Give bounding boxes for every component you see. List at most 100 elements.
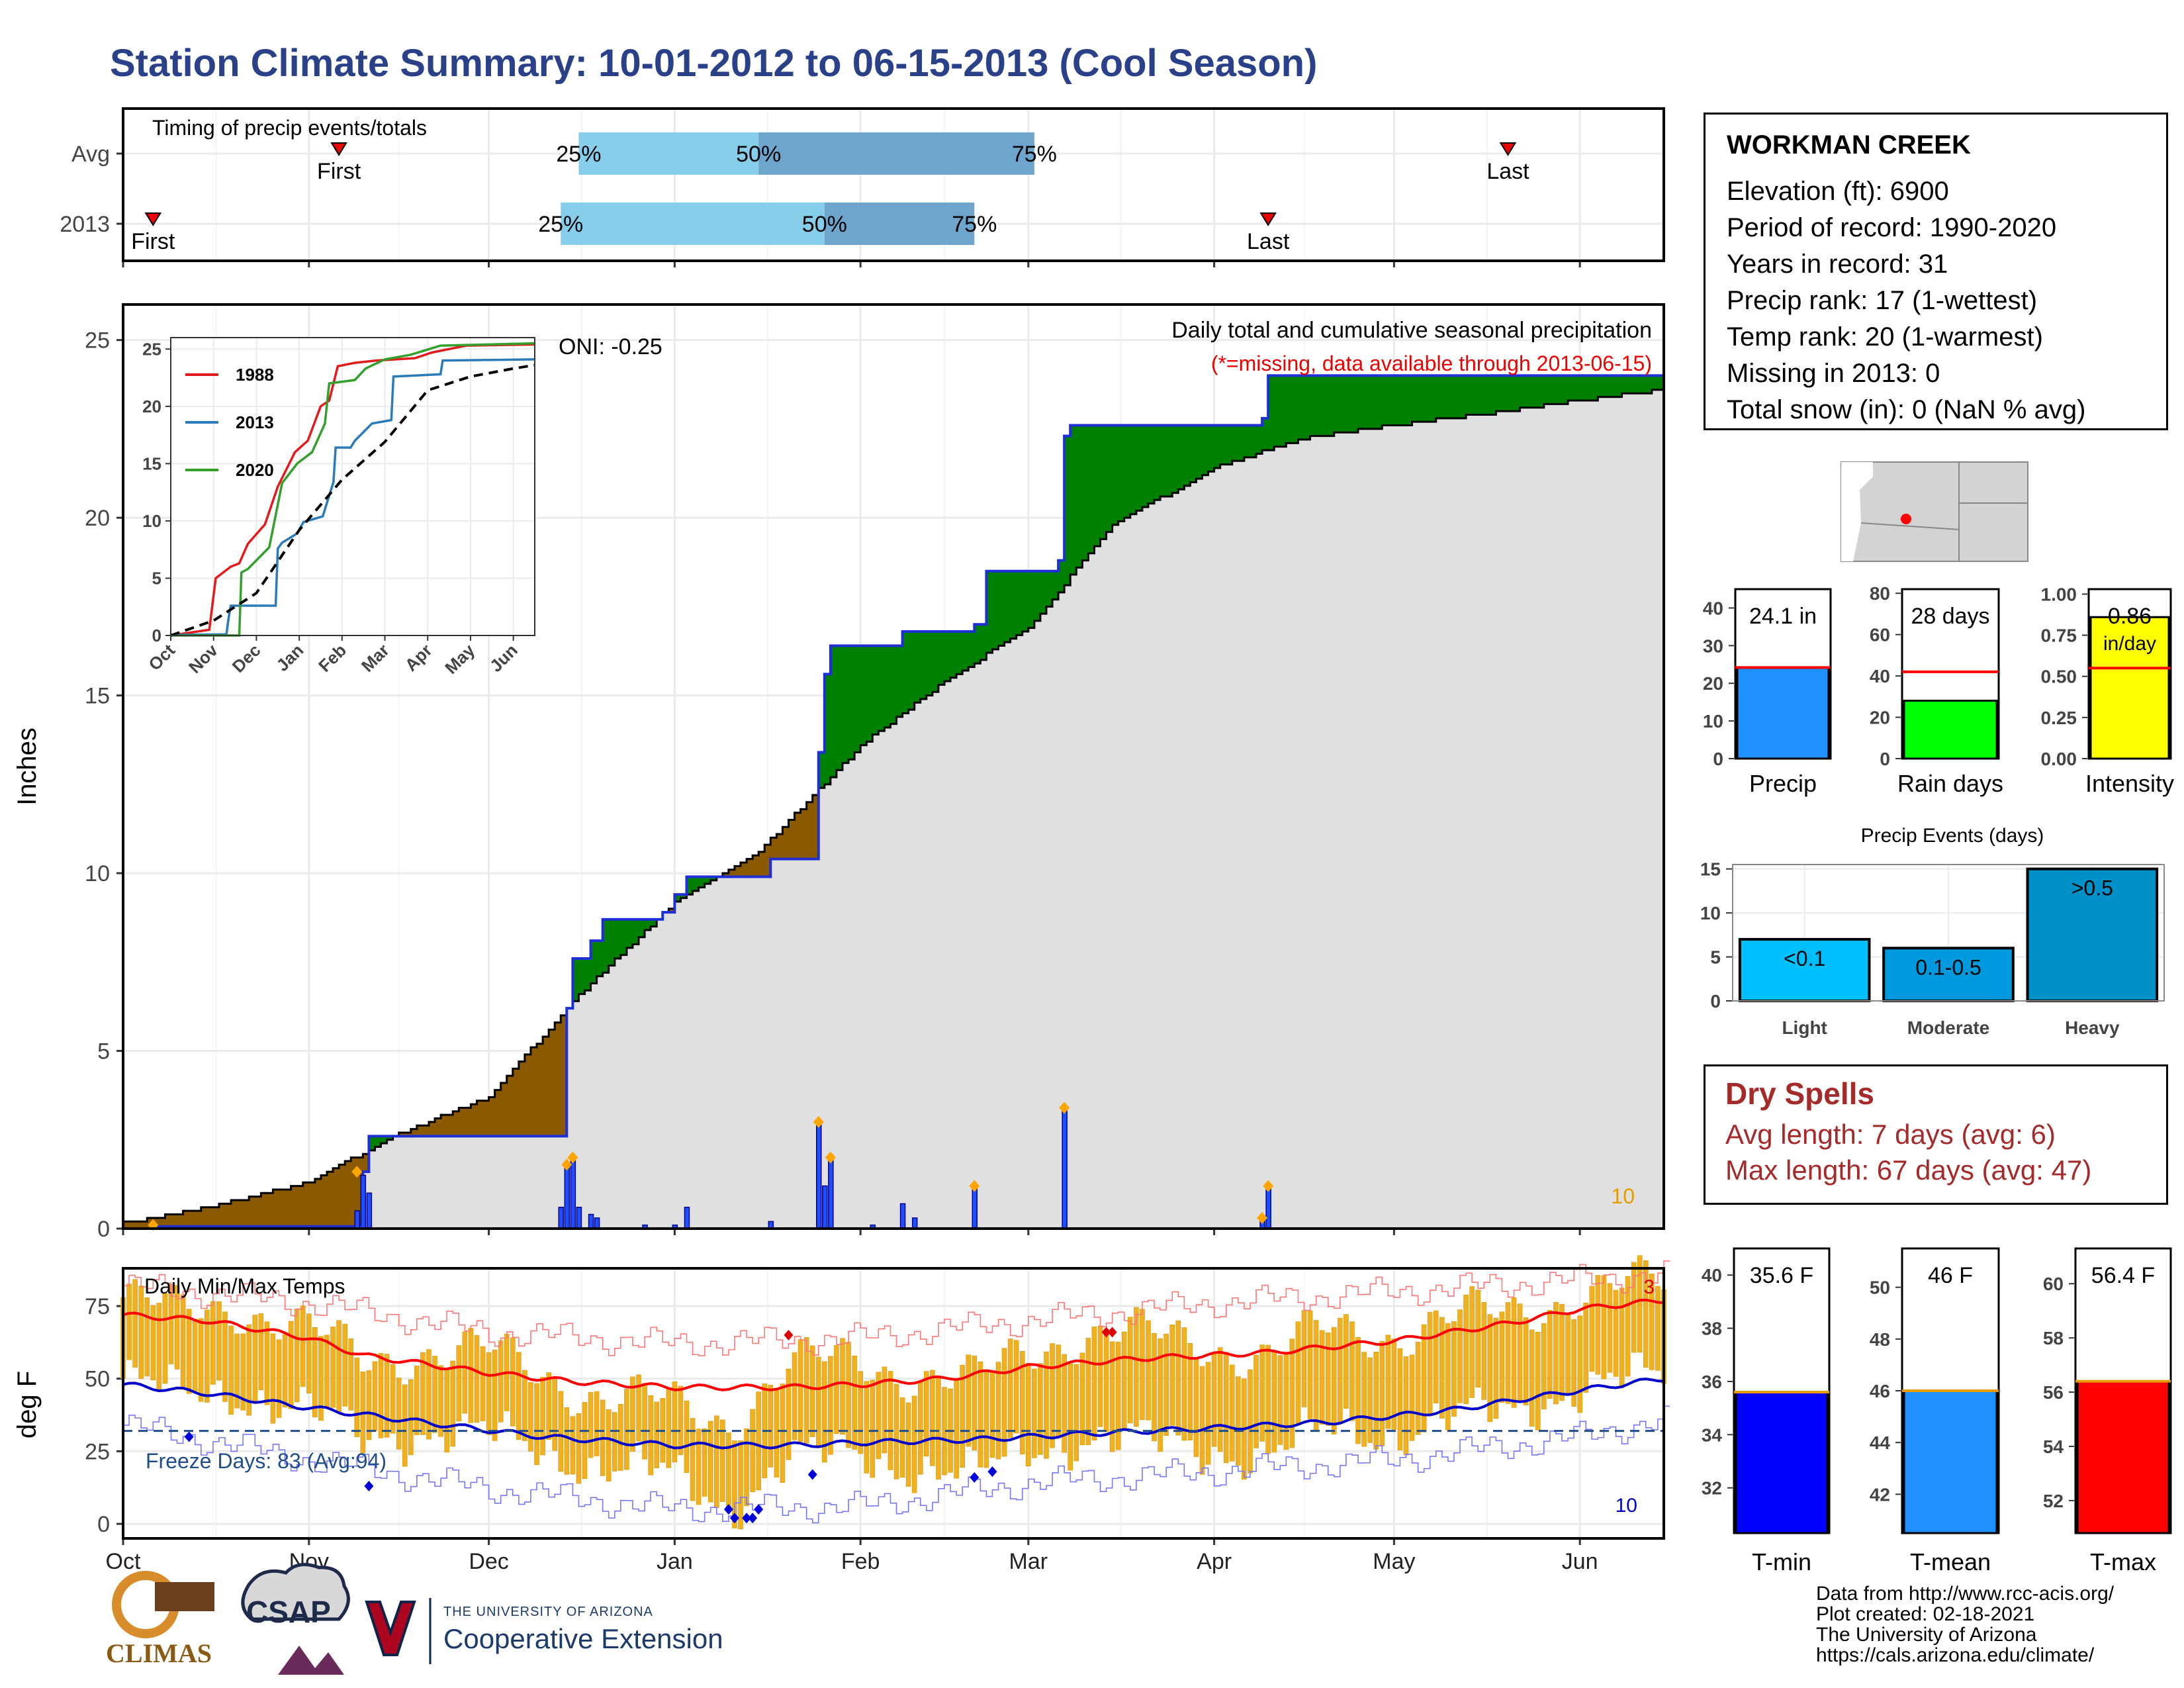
- station-location-marker: [1901, 514, 1911, 524]
- temps-y-axis-title: deg F: [13, 1371, 42, 1438]
- daily-temp-bar: [1463, 1294, 1469, 1404]
- surplus-strip: [926, 631, 933, 696]
- deficit-strip: [764, 845, 771, 877]
- daily-temp-bar: [1523, 1317, 1529, 1405]
- temps-frame: [122, 1267, 1665, 1540]
- daily-temp-bar: [558, 1391, 564, 1472]
- y-tick-label: 25: [85, 1439, 110, 1464]
- surplus-strip: [387, 1136, 394, 1140]
- surplus-strip: [1220, 425, 1227, 465]
- timing-last-marker: [1499, 142, 1517, 156]
- avg-max-line: [122, 1298, 1664, 1391]
- daily-temp-bar: [210, 1301, 216, 1385]
- daily-temp-bar: [1361, 1352, 1367, 1447]
- deficit-strip: [758, 851, 765, 877]
- credit-url: https://cals.arizona.edu/climate/: [1816, 1644, 2095, 1666]
- deficit-strip: [159, 1217, 166, 1227]
- precip-events-panel: 0 5 10 15 <0.1 Light 0.1-0.5 Moderate >0.5 Heavy P…: [1700, 825, 2165, 1038]
- surplus-strip: [1088, 425, 1095, 553]
- inset-line-2020: [171, 342, 535, 637]
- surplus-strip: [1531, 375, 1539, 408]
- daily-precip-bar: [911, 1217, 918, 1229]
- inset-y-tick-label: 5: [152, 568, 161, 588]
- surplus-strip: [1064, 436, 1071, 586]
- surplus-strip: [1076, 425, 1083, 568]
- surplus-strip: [1016, 571, 1023, 635]
- timing-bar-q50-q75: [758, 132, 1034, 175]
- daily-temp-bar: [480, 1346, 486, 1421]
- temp-record-marker: [364, 1481, 374, 1492]
- daily-temp-bar: [702, 1428, 707, 1497]
- daily-temp-bar: [1121, 1331, 1127, 1430]
- daily-temp-bar: [1134, 1307, 1139, 1427]
- deficit-strip: [794, 812, 801, 859]
- surplus-strip: [381, 1136, 388, 1144]
- x-tick-label: Dec: [469, 1549, 508, 1574]
- surplus-strip: [944, 631, 951, 682]
- deficit-strip: [314, 1178, 322, 1227]
- daily-temp-bar: [408, 1379, 414, 1456]
- daily-temp-bar: [954, 1379, 959, 1479]
- daily-temp-bar: [774, 1387, 780, 1477]
- daily-temp-bar: [636, 1374, 641, 1442]
- surplus-strip: [1639, 375, 1647, 394]
- timing-frame: [122, 107, 1665, 262]
- surplus-strip: [1478, 375, 1484, 415]
- surplus-strip: [651, 919, 657, 927]
- precip-marker: [1257, 1211, 1268, 1224]
- surplus-strip: [1580, 375, 1586, 400]
- daily-temp-bar: [1565, 1313, 1570, 1395]
- surplus-strip: [1382, 375, 1388, 426]
- deficit-strip: [141, 1221, 148, 1229]
- surplus-strip: [1351, 375, 1359, 433]
- surplus-strip: [1537, 375, 1545, 408]
- daily-temp-bar: [822, 1361, 827, 1463]
- daily-temp-bar: [1433, 1310, 1439, 1404]
- summary-y-tick-label: 0.25: [2041, 708, 2077, 728]
- surplus-strip: [1525, 375, 1533, 408]
- surplus-strip: [1040, 571, 1047, 614]
- daily-temp-bar: [1637, 1255, 1643, 1353]
- daily-temp-bar: [1487, 1314, 1493, 1422]
- ua-logo-small-text: THE UNIVERSITY OF ARIZONA: [443, 1605, 653, 1619]
- x-tick-label: Jun: [1562, 1549, 1598, 1574]
- surplus-strip: [1376, 375, 1383, 429]
- events-bar-label: <0.1: [1784, 947, 1825, 970]
- surplus-strip: [1184, 425, 1191, 486]
- daily-temp-bar: [840, 1338, 845, 1435]
- deficit-strip: [752, 855, 759, 877]
- daily-precip-bar: [684, 1207, 690, 1229]
- surplus-strip: [1046, 571, 1053, 607]
- deficit-strip: [776, 834, 784, 859]
- daily-temp-bar: [396, 1378, 402, 1450]
- daily-temp-bar: [336, 1320, 341, 1413]
- daily-temp-bar: [1475, 1289, 1480, 1388]
- daily-temp-bar: [899, 1397, 905, 1478]
- events-category-label: Light: [1782, 1017, 1827, 1038]
- deficit-strip: [363, 1154, 369, 1172]
- surplus-strip: [1364, 375, 1371, 429]
- daily-temp-bar: [648, 1395, 653, 1476]
- summary-y-tick-label: 38: [1702, 1319, 1722, 1339]
- precip-subtitle: (*=missing, data available through 2013-…: [1211, 352, 1652, 375]
- summary-y-tick-label: 32: [1702, 1478, 1722, 1499]
- surplus-strip: [1657, 375, 1664, 390]
- csap-logo-text: CSAP: [246, 1595, 331, 1629]
- summary-y-tick-label: 80: [1870, 583, 1890, 604]
- deficit-strip: [477, 1100, 484, 1137]
- timing-title: Timing of precip events/totals: [152, 116, 427, 140]
- summary-y-tick-label: 52: [2043, 1491, 2064, 1511]
- daily-temp-bar: [402, 1384, 408, 1467]
- daily-temp-bar: [1415, 1342, 1421, 1435]
- summary-y-tick-label: 34: [1702, 1425, 1723, 1445]
- surplus-strip: [986, 571, 993, 653]
- map-bg: [1841, 461, 2028, 562]
- daily-precip-bar: [570, 1160, 576, 1229]
- daily-temp-bar: [1625, 1276, 1631, 1377]
- daily-temp-bar: [246, 1324, 252, 1416]
- summary-y-tick-label: 48: [1870, 1329, 1890, 1350]
- summary-y-tick-label: 50: [1870, 1278, 1890, 1298]
- climas-logo-block: [155, 1582, 214, 1611]
- logo-graphics: [112, 1563, 432, 1675]
- surplus-strip: [1310, 375, 1317, 436]
